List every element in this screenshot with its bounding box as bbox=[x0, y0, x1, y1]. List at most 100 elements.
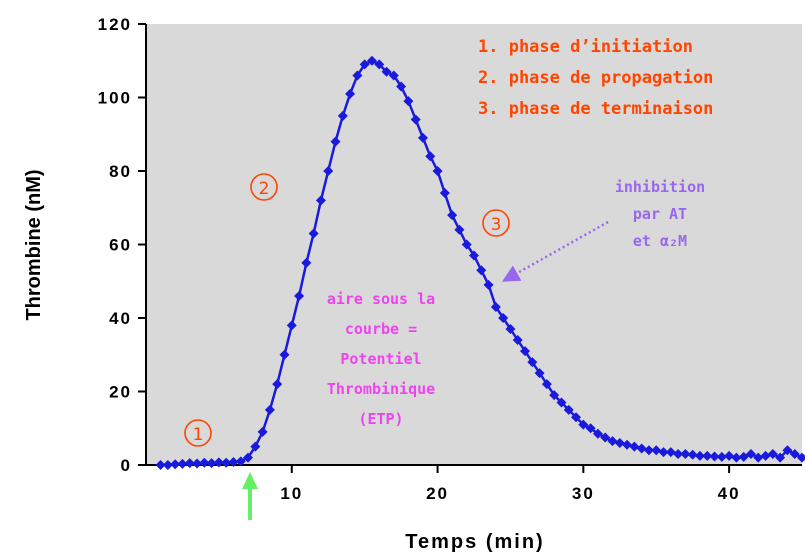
data-point bbox=[520, 346, 531, 357]
phase-3-number: 3 bbox=[491, 215, 502, 235]
data-point bbox=[636, 443, 647, 454]
y-tick-label: 80 bbox=[109, 162, 132, 181]
data-point bbox=[753, 452, 764, 463]
y-tick-label: 40 bbox=[109, 309, 132, 328]
area-annotation: aire sous la courbe = Potentiel Thrombin… bbox=[327, 290, 435, 428]
data-point bbox=[483, 279, 494, 290]
area-line-1: aire sous la bbox=[327, 290, 435, 308]
data-point bbox=[512, 335, 523, 346]
y-axis-title: Thrombine (nM) bbox=[23, 169, 45, 320]
data-point bbox=[439, 188, 450, 199]
data-point bbox=[658, 447, 669, 458]
data-point bbox=[221, 457, 232, 468]
data-point bbox=[279, 349, 290, 360]
data-point bbox=[337, 110, 348, 121]
data-point bbox=[498, 313, 509, 323]
data-point bbox=[469, 250, 479, 261]
phase-2-circle bbox=[250, 173, 278, 201]
data-point bbox=[461, 239, 472, 250]
data-point bbox=[374, 59, 385, 70]
data-point bbox=[272, 379, 283, 390]
lag-time-arrow bbox=[242, 472, 258, 520]
data-point bbox=[527, 357, 538, 368]
data-point bbox=[643, 445, 654, 456]
data-point bbox=[556, 397, 567, 408]
data-point bbox=[184, 458, 195, 469]
data-point bbox=[775, 452, 786, 463]
inhibition-line-2: par AT bbox=[633, 205, 687, 223]
data-point bbox=[410, 114, 421, 125]
data-point bbox=[301, 257, 312, 268]
data-point bbox=[789, 448, 800, 459]
area-line-4: Thrombinique bbox=[327, 380, 435, 398]
data-point bbox=[330, 136, 341, 147]
data-point bbox=[170, 459, 181, 470]
x-axis-title: Temps (min) bbox=[405, 531, 544, 553]
phase-2-number: 2 bbox=[259, 179, 270, 199]
data-point bbox=[534, 368, 545, 379]
data-point bbox=[724, 450, 735, 461]
x-tick-label: 20 bbox=[426, 484, 449, 503]
y-tick-label: 100 bbox=[98, 89, 132, 108]
phase-3-circle bbox=[482, 209, 510, 237]
inhibition-annotation: inhibition par AT et α₂M bbox=[501, 178, 705, 282]
data-point bbox=[629, 441, 640, 452]
data-point bbox=[381, 66, 392, 77]
data-point bbox=[673, 448, 684, 459]
data-point bbox=[760, 450, 771, 461]
phase-markers: 1 2 3 bbox=[184, 173, 510, 447]
data-point bbox=[578, 419, 589, 430]
x-tick-label: 40 bbox=[718, 484, 741, 503]
data-point bbox=[694, 450, 705, 461]
data-point bbox=[738, 451, 749, 462]
data-point bbox=[505, 324, 516, 335]
data-point bbox=[490, 301, 501, 312]
data-point bbox=[257, 426, 268, 437]
data-point bbox=[687, 449, 698, 460]
data-point bbox=[162, 460, 173, 470]
data-point bbox=[425, 151, 436, 162]
data-point bbox=[571, 412, 582, 423]
plot-area bbox=[146, 24, 802, 465]
data-point bbox=[549, 390, 560, 401]
data-point bbox=[592, 428, 603, 439]
data-point bbox=[228, 457, 239, 468]
x-ticks: 10 20 30 40 bbox=[280, 465, 741, 503]
data-point bbox=[447, 210, 458, 221]
data-point bbox=[345, 88, 356, 99]
data-point bbox=[651, 445, 662, 456]
y-tick-label: 120 bbox=[98, 15, 132, 34]
phase-1-number: 1 bbox=[193, 425, 204, 445]
data-point bbox=[622, 439, 633, 450]
data-point bbox=[709, 451, 720, 462]
data-point bbox=[600, 432, 611, 443]
data-point bbox=[250, 441, 261, 452]
series-layer bbox=[155, 55, 805, 470]
data-point bbox=[403, 96, 414, 107]
data-point bbox=[199, 457, 210, 468]
y-tick-label: 20 bbox=[109, 383, 132, 402]
data-point bbox=[541, 379, 552, 390]
inhibition-line-3: et α₂M bbox=[633, 232, 687, 250]
area-line-5: (ETP) bbox=[358, 410, 403, 428]
data-point bbox=[264, 404, 275, 415]
area-line-3: Potentiel bbox=[340, 350, 421, 368]
data-point bbox=[432, 166, 443, 176]
data-point bbox=[585, 423, 596, 434]
data-point bbox=[417, 132, 428, 143]
data-point bbox=[286, 320, 297, 331]
data-point bbox=[476, 265, 487, 276]
data-point bbox=[767, 448, 778, 459]
data-point bbox=[716, 451, 727, 462]
y-tick-label: 0 bbox=[121, 456, 132, 475]
data-point bbox=[243, 452, 254, 463]
legend-line-1: 1. phase d’initiation bbox=[478, 37, 693, 57]
data-point bbox=[702, 450, 713, 461]
phase-1-circle bbox=[184, 419, 212, 447]
data-point bbox=[155, 460, 166, 470]
data-point bbox=[782, 445, 793, 456]
x-tick-label: 10 bbox=[280, 484, 303, 503]
data-point bbox=[665, 447, 676, 458]
lag-arrow-head bbox=[242, 472, 258, 489]
